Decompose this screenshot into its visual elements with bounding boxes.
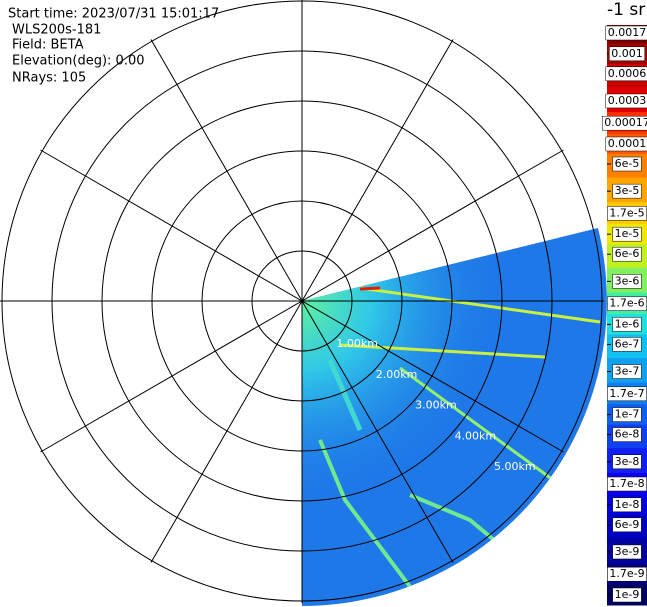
colorbar-label: 6e-5 — [615, 157, 640, 170]
colorbar-label-bg — [605, 93, 647, 109]
sector-detail — [302, 228, 601, 602]
elevation: Elevation(deg): 0.00 — [12, 54, 145, 69]
colorbar-label-bg — [612, 337, 642, 352]
colorbar-label-bg — [612, 497, 642, 513]
range-label: 4.00km — [455, 429, 497, 442]
colorbar-label: 1.7e-7 — [609, 387, 644, 400]
colorbar-label-bg — [605, 66, 647, 82]
colorbar-title: -1 sr — [607, 0, 645, 20]
colorbar-label: 1e-5 — [615, 227, 640, 240]
range-label: 2.00km — [376, 368, 418, 381]
colorbar-label: 0.0017 — [608, 26, 647, 39]
colorbar-label: 1e-9 — [615, 588, 640, 601]
colorbar-label-bg — [612, 427, 642, 442]
colorbar-label: 1.7e-8 — [609, 477, 644, 490]
colorbar-label-bg — [612, 183, 642, 199]
colorbar-label: 1e-7 — [615, 408, 640, 421]
colorbar-label-bg — [612, 226, 642, 242]
nrays: NRays: 105 — [12, 71, 86, 86]
colorbar-label: 1e-8 — [615, 498, 640, 511]
colorbar-label: 0.0006 — [608, 67, 647, 80]
colorbar-label: 3e-7 — [615, 365, 640, 378]
colorbar-label-bg — [605, 25, 647, 41]
colorbar-label-bg — [612, 246, 642, 262]
data-sector — [302, 228, 607, 606]
colorbar-label-bg — [605, 136, 647, 152]
info-block: Start time: 2023/07/31 15:01:17 WLS200s-… — [8, 7, 219, 86]
colorbar-label: 6e-6 — [615, 247, 640, 260]
colorbar-label-bg — [612, 407, 642, 422]
colorbar-label: 0.00017 — [604, 116, 647, 129]
instrument: WLS200s-181 — [12, 23, 101, 38]
colorbar-label-bg — [612, 587, 642, 603]
start-time: Start time: 2023/07/31 15:01:17 — [8, 7, 219, 22]
colorbar-label-bg — [612, 517, 642, 533]
colorbar-label-bg — [612, 274, 642, 289]
colorbar-label: 0.001 — [611, 47, 643, 60]
colorbar-label: 6e-7 — [615, 337, 640, 350]
colorbar-label: 1.7e-6 — [609, 297, 644, 310]
colorbar-label: 0.0003 — [608, 94, 647, 107]
colorbar-label-bg — [612, 317, 642, 332]
colorbar-label: 6e-8 — [615, 428, 640, 441]
field: Field: BETA — [12, 38, 84, 53]
range-label: 5.00km — [494, 460, 536, 473]
colorbar-label-bg — [612, 544, 642, 560]
colorbar-label: 3e-6 — [615, 274, 640, 287]
range-label: 3.00km — [415, 399, 457, 412]
spoke — [40, 149, 564, 453]
colorbar-label-bg — [612, 156, 642, 172]
colorbar-label: 6e-9 — [615, 518, 640, 531]
colorbar-label: 3e-9 — [615, 545, 640, 558]
range-labels: 1.00km 2.00km 3.00km 4.00km 5.00km — [336, 337, 535, 473]
range-label: 1.00km — [336, 337, 378, 350]
azimuth-spokes — [0, 0, 604, 603]
colorbar-label: 1e-6 — [615, 317, 640, 330]
colorbar-label: 1.7e-5 — [609, 206, 644, 219]
colorbar-label-bg — [612, 454, 642, 470]
colorbar: 0.0017 0.001 0.0006 0.0003 0.00017 0.0001 6e-5… — [602, 25, 647, 606]
colorbar-label: 0.0001 — [608, 137, 647, 150]
colorbar-label: 3e-8 — [615, 455, 640, 468]
colorbar-label-bg — [612, 364, 642, 379]
colorbar-label-bg — [609, 46, 645, 62]
colorbar-label: 1.7e-9 — [609, 567, 644, 580]
colorbar-label: 3e-5 — [615, 184, 640, 197]
colorbar-label-bg — [602, 115, 647, 131]
